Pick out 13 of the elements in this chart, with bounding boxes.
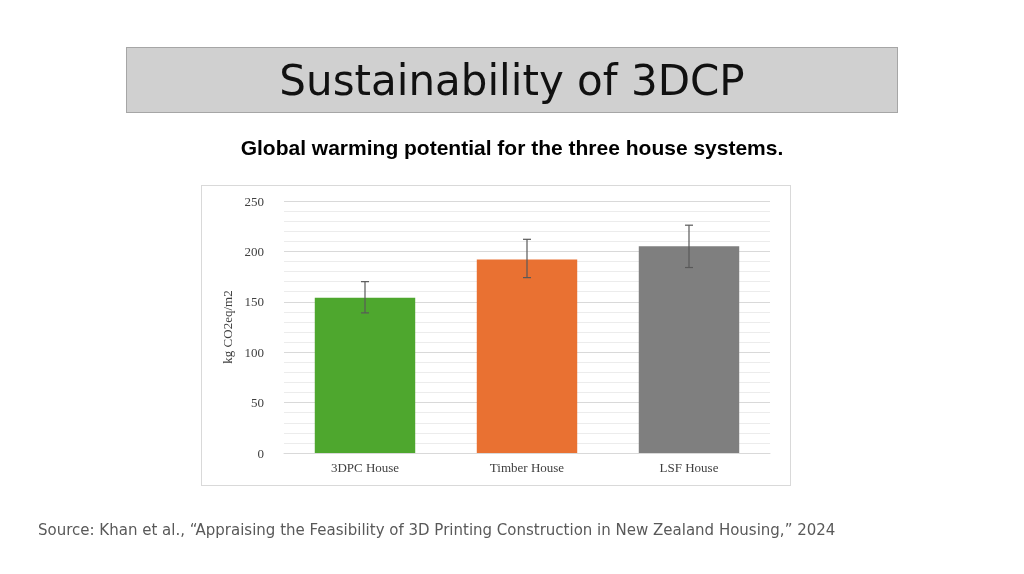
y-tick-label: 100 bbox=[244, 344, 264, 360]
x-tick-label: Timber House bbox=[489, 460, 565, 475]
y-axis-title: kg CO2eq/m2 bbox=[219, 290, 235, 364]
y-tick-label: 250 bbox=[244, 193, 264, 209]
y-tick-label: 50 bbox=[251, 395, 264, 411]
x-tick-label: 3DPC House bbox=[330, 460, 400, 475]
chart-title: Sustainability of 3DCP bbox=[126, 47, 898, 113]
source-note: Source: Khan et al., “Appraising the Feasibility of 3D Printing Construction in New Zealand Housing,” 2024 bbox=[38, 521, 836, 539]
chart-subtitle: Global warming potential for the three house systems. bbox=[239, 136, 785, 160]
x-tick-label: LSF House bbox=[659, 460, 719, 475]
y-tick-label: 0 bbox=[257, 445, 264, 461]
y-tick-label: 200 bbox=[244, 243, 264, 259]
y-tick-label: 150 bbox=[244, 294, 264, 310]
